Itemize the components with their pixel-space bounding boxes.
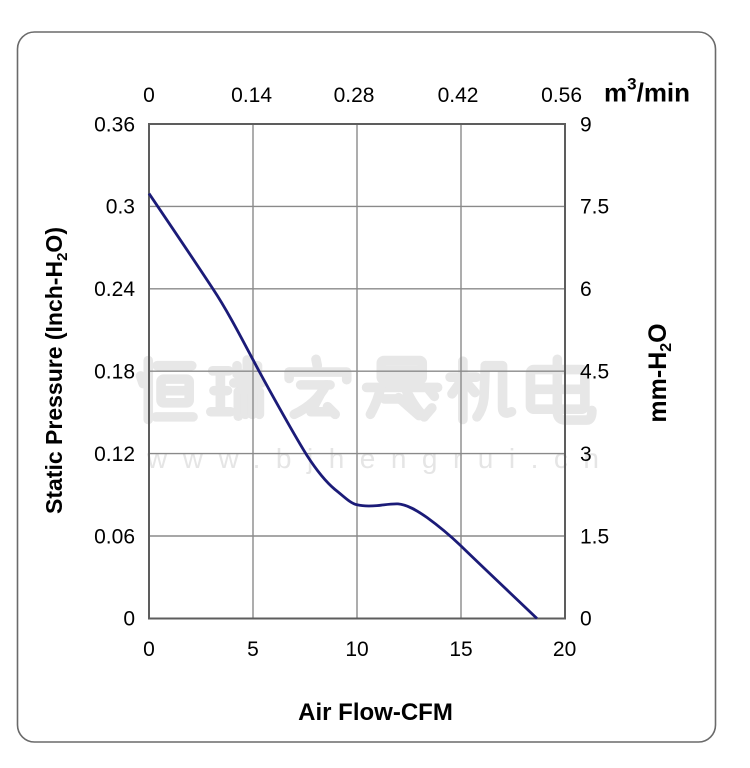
svg-text:5: 5 xyxy=(247,638,259,661)
svg-text:0: 0 xyxy=(123,608,135,631)
svg-text:4.5: 4.5 xyxy=(580,361,609,384)
svg-text:www.bjhengrui.cn: www.bjhengrui.cn xyxy=(146,443,614,474)
svg-text:9: 9 xyxy=(580,113,592,136)
svg-text:0.18: 0.18 xyxy=(94,361,135,384)
svg-text:7.5: 7.5 xyxy=(580,196,609,219)
svg-text:0.42: 0.42 xyxy=(438,84,479,107)
svg-text:Air Flow-CFM: Air Flow-CFM xyxy=(298,699,453,726)
svg-text:m3/min: m3/min xyxy=(604,75,690,108)
svg-text:0.14: 0.14 xyxy=(231,84,272,107)
svg-text:10: 10 xyxy=(345,638,368,661)
svg-text:6: 6 xyxy=(580,278,592,301)
svg-text:Static Pressure (Inch-H2O): Static Pressure (Inch-H2O) xyxy=(41,227,71,514)
svg-text:0.36: 0.36 xyxy=(94,113,135,136)
svg-text:0.56: 0.56 xyxy=(541,84,582,107)
svg-text:0: 0 xyxy=(580,608,592,631)
svg-text:3: 3 xyxy=(580,443,592,466)
svg-text:0.24: 0.24 xyxy=(94,278,135,301)
svg-text:0.28: 0.28 xyxy=(334,84,375,107)
svg-text:0: 0 xyxy=(143,638,155,661)
svg-text:mm-H2O: mm-H2O xyxy=(644,323,675,422)
svg-text:20: 20 xyxy=(553,638,576,661)
svg-text:0.3: 0.3 xyxy=(106,196,135,219)
svg-text:1.5: 1.5 xyxy=(580,525,609,548)
svg-text:0.12: 0.12 xyxy=(94,443,135,466)
svg-text:0.06: 0.06 xyxy=(94,525,135,548)
svg-text:0: 0 xyxy=(143,84,155,107)
svg-text:15: 15 xyxy=(449,638,472,661)
